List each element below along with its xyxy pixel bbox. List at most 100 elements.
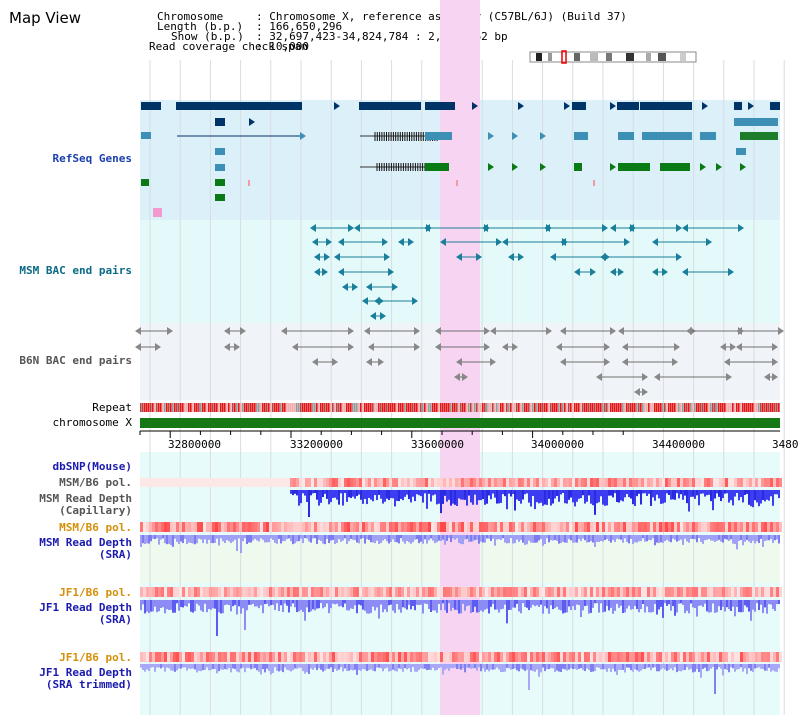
- depth-bar: [404, 600, 406, 609]
- depth-bar: [746, 490, 748, 494]
- pol-cell: [311, 587, 314, 597]
- depth-bar: [354, 600, 356, 606]
- msm-bac-track-label[interactable]: MSM BAC end pairs: [19, 264, 132, 277]
- depth-bar: [638, 600, 640, 613]
- depth-bar: [642, 600, 644, 605]
- repeat-block: [460, 403, 462, 412]
- repeat-block: [202, 403, 204, 412]
- depth-bar: [772, 490, 774, 506]
- depth-bar: [146, 600, 148, 612]
- pol-cell: [314, 478, 317, 487]
- depth-bar: [672, 490, 674, 500]
- repeat-block: [650, 403, 652, 412]
- depth-bar: [466, 664, 468, 668]
- pol-cell: [218, 587, 221, 597]
- repeat-block: [268, 403, 270, 412]
- repeat-block: [326, 403, 328, 412]
- pol-cell: [677, 587, 680, 597]
- repeat-block: [428, 403, 430, 412]
- depth-bar: [540, 600, 542, 605]
- pol-cell: [725, 478, 728, 487]
- bac-end-arrow: [618, 327, 624, 335]
- depth-bar: [488, 664, 490, 672]
- depth-bar: [456, 490, 458, 506]
- depth-bar: [398, 490, 400, 502]
- pol-cell: [149, 522, 152, 532]
- pol-cell: [704, 652, 707, 662]
- depth-bar: [302, 490, 304, 494]
- repeat-block: [350, 403, 352, 412]
- pol-cell: [179, 652, 182, 662]
- depth-bar: [662, 664, 664, 669]
- depth-bar: [522, 535, 524, 543]
- repeat-block: [218, 403, 220, 412]
- depth-bar: [758, 535, 760, 544]
- jf1-b6-pol-label[interactable]: JF1/B6 pol.: [59, 586, 132, 599]
- depth-bar: [752, 490, 754, 508]
- depth-bar: [370, 535, 372, 543]
- msm-b6-pol-label[interactable]: MSM/B6 pol.: [59, 476, 132, 489]
- jf1-depth-trim-label[interactable]: JF1 Read Depth (SRA trimmed): [39, 667, 132, 691]
- depth-bar: [344, 535, 346, 539]
- depth-bar: [720, 664, 722, 669]
- depth-bar: [190, 600, 192, 612]
- depth-bar: [634, 664, 636, 670]
- msm-b6-pol-sra-label[interactable]: MSM/B6 pol.: [59, 521, 132, 534]
- depth-bar: [758, 490, 760, 507]
- bac-end-arrow: [314, 268, 320, 276]
- repeat-block: [264, 403, 266, 412]
- msm-depth-capillary-label[interactable]: MSM Read Depth (Capillary): [39, 493, 132, 517]
- b6n-bac-track-label[interactable]: B6N BAC end pairs: [19, 354, 132, 367]
- depth-bar: [490, 600, 492, 607]
- bac-end-arrow: [354, 224, 360, 232]
- pol-cell: [752, 587, 755, 597]
- repeat-block: [494, 403, 496, 412]
- depth-bar: [526, 600, 528, 608]
- chromosome-label: Chromosome: [157, 10, 224, 23]
- jf1-depth-sra-label[interactable]: JF1 Read Depth (SRA): [39, 602, 132, 626]
- bac-end-arrow: [508, 253, 514, 261]
- depth-bar: [340, 664, 342, 668]
- depth-bar: [298, 535, 300, 542]
- depth-bar: [432, 490, 434, 496]
- pol-cell: [524, 478, 527, 487]
- depth-bar: [732, 490, 734, 506]
- depth-bar: [772, 664, 774, 671]
- pol-cell: [611, 522, 614, 532]
- depth-bar: [568, 535, 570, 540]
- dbsnp-track-label[interactable]: dbSNP(Mouse): [52, 460, 132, 473]
- depth-bar: [252, 600, 254, 604]
- depth-bar: [264, 664, 266, 673]
- pol-cell: [362, 652, 365, 662]
- pol-cell: [323, 522, 326, 532]
- depth-bar: [510, 535, 512, 539]
- pol-cell: [644, 522, 647, 532]
- bac-end-arrow: [292, 343, 298, 351]
- depth-bar: [692, 664, 694, 673]
- depth-bar: [342, 664, 344, 672]
- pol-cell: [422, 652, 425, 662]
- repeat-block: [286, 403, 288, 412]
- depth-bar: [272, 600, 274, 605]
- pol-cell: [614, 478, 617, 487]
- pol-cell: [464, 587, 467, 597]
- repeat-block: [766, 403, 768, 412]
- pol-cell: [629, 522, 632, 532]
- repeat-block: [632, 403, 634, 412]
- depth-bar: [594, 664, 596, 672]
- depth-bar: [268, 664, 270, 671]
- jf1-b6-pol-trim-label[interactable]: JF1/B6 pol.: [59, 651, 132, 664]
- depth-bar: [592, 600, 594, 608]
- refseq-track-label[interactable]: RefSeq Genes: [52, 152, 132, 165]
- pol-cell: [455, 522, 458, 532]
- depth-bar: [752, 664, 754, 672]
- chromosome-bar: [140, 418, 780, 428]
- pol-cell: [299, 478, 302, 487]
- depth-bar: [470, 600, 472, 614]
- pol-cell: [596, 587, 599, 597]
- repeat-block: [578, 403, 580, 412]
- pol-cell: [617, 587, 620, 597]
- msm-depth-sra-label[interactable]: MSM Read Depth (SRA): [39, 537, 132, 561]
- repeat-block: [486, 403, 488, 412]
